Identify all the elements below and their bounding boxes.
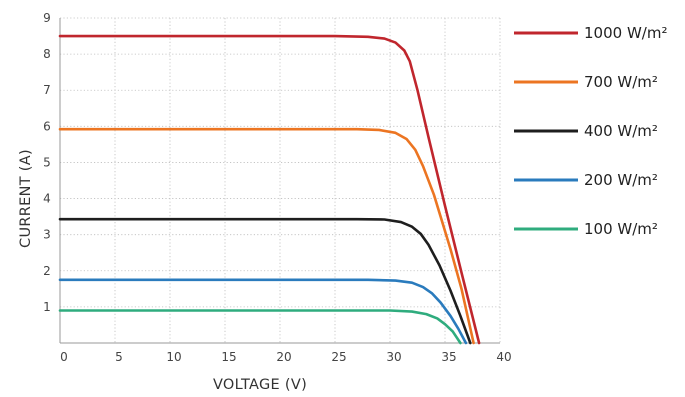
x-tick-label: 5 (115, 350, 123, 364)
legend-label: 400 W/m² (584, 122, 658, 140)
x-axis-title: VOLTAGE (V) (213, 377, 307, 393)
x-tick-label: 10 (166, 350, 181, 364)
y-tick-label: 1 (43, 300, 51, 314)
series-line-2 (58, 217, 472, 345)
y-tick-label: 2 (43, 264, 51, 278)
x-tick-label: 20 (276, 350, 291, 364)
y-tick-label: 7 (43, 83, 51, 97)
x-tick-label: 25 (331, 350, 346, 364)
series-line-4 (58, 309, 462, 345)
x-tick-label: 30 (386, 350, 401, 364)
y-tick-label: 3 (43, 228, 51, 242)
legend-label: 1000 W/m² (584, 24, 667, 42)
series-line-1 (58, 127, 475, 345)
y-tick-label: 4 (43, 192, 51, 206)
x-tick-label: 0 (60, 350, 68, 364)
x-tick-label: 40 (496, 350, 511, 364)
x-tick-label: 35 (441, 350, 456, 364)
y-axis-title: CURRENT (A) (18, 149, 34, 248)
chart-axes: 0 5 10 15 20 25 30 35 40 1 2 3 4 5 6 7 8 9 (43, 11, 511, 364)
y-tick-label: 6 (43, 119, 51, 133)
y-tick-label: 5 (43, 155, 51, 169)
y-tick-label: 9 (43, 11, 51, 25)
x-tick-label: 15 (221, 350, 236, 364)
y-tick-label: 8 (43, 47, 51, 61)
series-line-0 (58, 34, 481, 345)
chart-series (58, 34, 481, 345)
series-line-3 (58, 278, 468, 345)
chart-legend: 1000 W/m² 700 W/m² 400 W/m² 200 W/m² 100 W/m… (514, 24, 667, 238)
legend-label: 700 W/m² (584, 73, 658, 91)
legend-label: 200 W/m² (584, 171, 658, 189)
legend-label: 100 W/m² (584, 220, 658, 238)
